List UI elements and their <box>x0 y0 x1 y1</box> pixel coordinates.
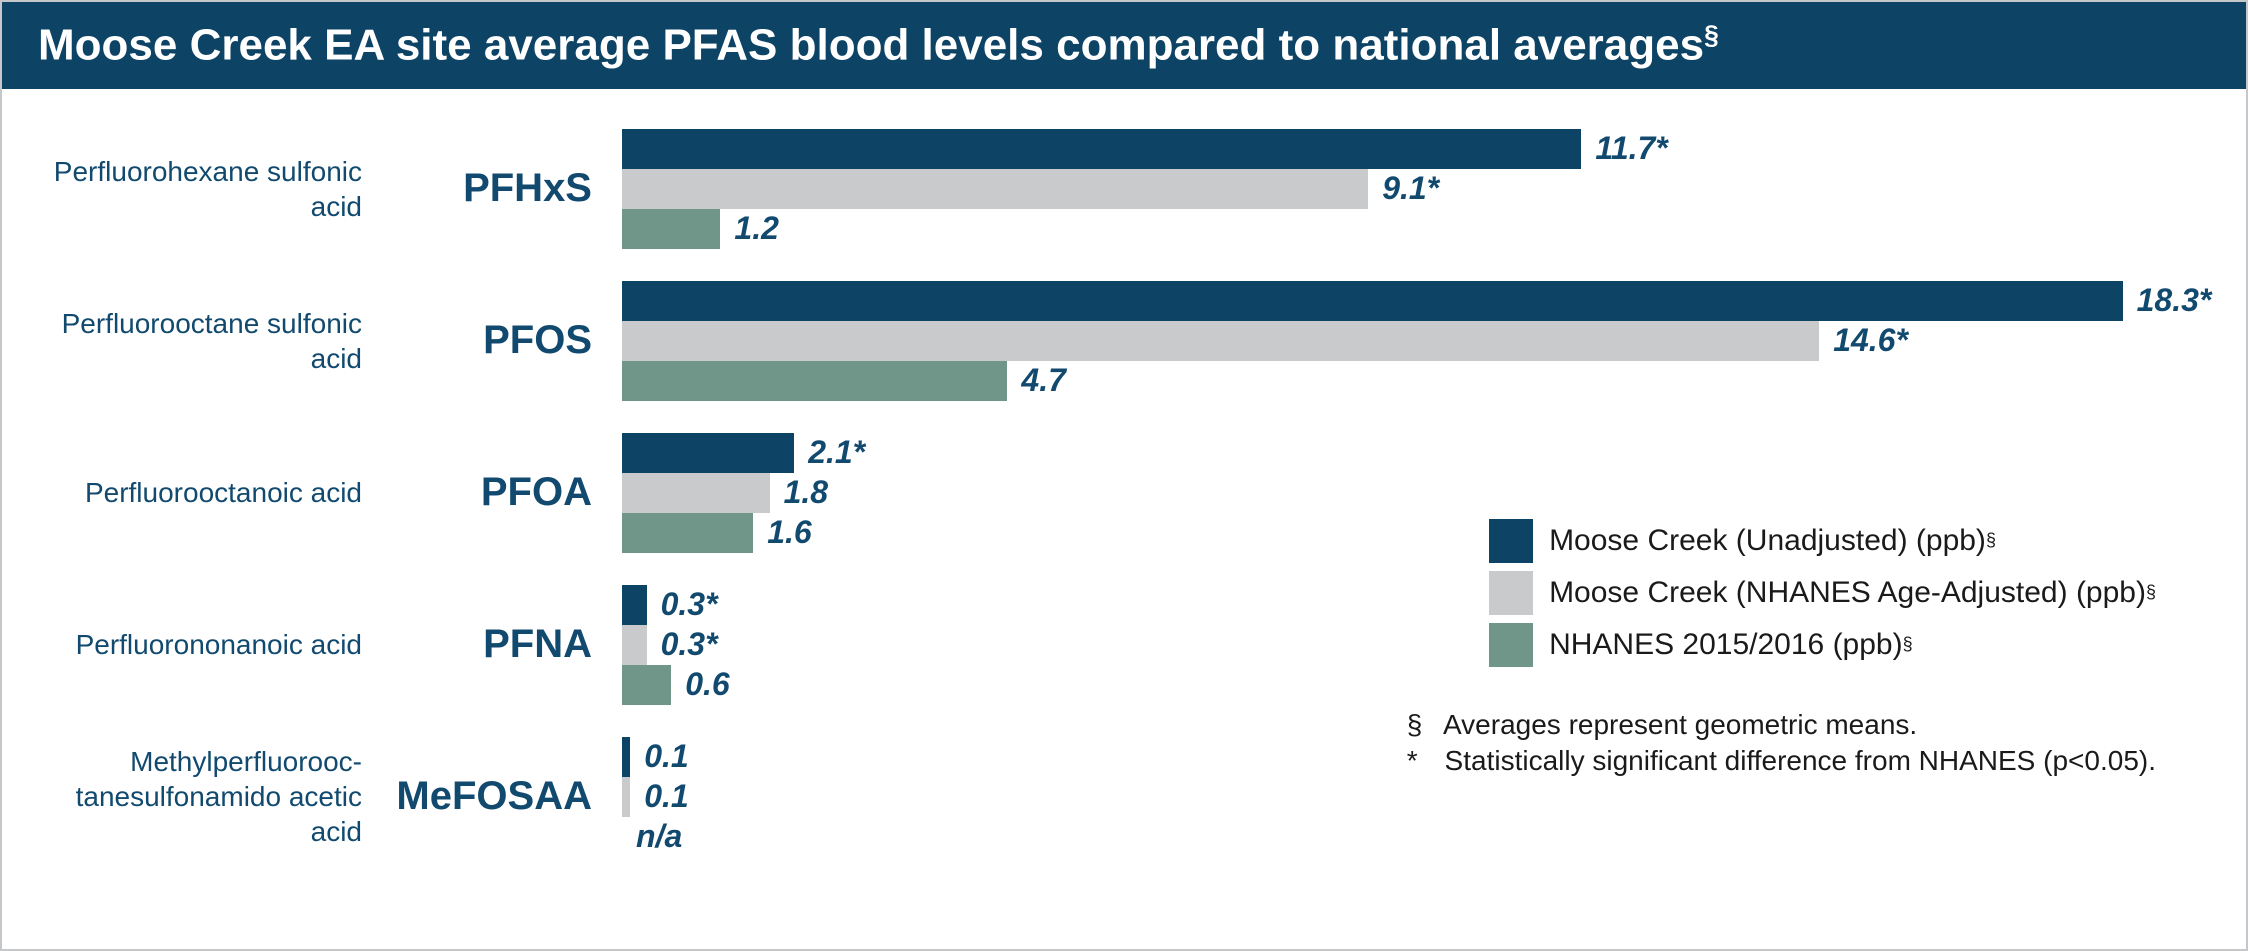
bar <box>622 513 753 553</box>
footnote: § Averages represent geometric means. <box>1407 709 2156 741</box>
category-long-name: Perfluorooctanoic acid <box>32 475 392 510</box>
footnote: * Statistically significant difference f… <box>1407 745 2156 777</box>
bar-value-label: n/a <box>636 818 682 855</box>
chart-title: Moose Creek EA site average PFAS blood l… <box>38 21 1704 70</box>
bar-value-label: 2.1* <box>808 434 865 471</box>
category-short-name: MeFOSAA <box>392 774 622 819</box>
bar-value-label: 0.6 <box>685 666 729 703</box>
bar <box>622 473 770 513</box>
bar-row: 2.1* <box>622 433 2216 473</box>
bar <box>622 433 794 473</box>
bar-value-label: 0.1 <box>644 778 688 815</box>
category-bars: 18.3* 14.6* 4.7 <box>622 281 2216 401</box>
legend-swatch <box>1489 519 1533 563</box>
legend-sup: § <box>2146 582 2156 603</box>
bar-row: 1.2 <box>622 209 2216 249</box>
bar <box>622 169 1368 209</box>
bar-value-label: 4.7 <box>1021 362 1065 399</box>
bar <box>622 321 1819 361</box>
category-labels: Perfluorononanoic acidPFNA <box>32 622 622 667</box>
category-labels: Perfluorohexane sulfonic acidPFHxS <box>32 154 622 224</box>
legend-item: Moose Creek (NHANES Age-Adjusted) (ppb)§ <box>1489 571 2156 615</box>
legend-label: NHANES 2015/2016 (ppb) <box>1549 628 1903 662</box>
bar <box>622 281 2123 321</box>
legend-item: NHANES 2015/2016 (ppb)§ <box>1489 623 2156 667</box>
bar-row: 4.7 <box>622 361 2216 401</box>
category-long-name: Methylperfluorooc-tanesulfonamido acetic… <box>32 744 392 849</box>
legend-sup: § <box>1903 634 1913 655</box>
category-long-name: Perfluorononanoic acid <box>32 627 392 662</box>
bar-value-label: 0.3* <box>661 626 718 663</box>
legend-swatch <box>1489 571 1533 615</box>
category-long-name: Perfluorohexane sulfonic acid <box>32 154 392 224</box>
category-short-name: PFOS <box>392 318 622 363</box>
chart-container: Moose Creek EA site average PFAS blood l… <box>0 0 2248 951</box>
category-row: Perfluorooctane sulfonic acidPFOS 18.3* 14… <box>32 281 2216 401</box>
category-short-name: PFHxS <box>392 166 622 211</box>
bar-row: 18.3* <box>622 281 2216 321</box>
footnote-symbol: § <box>1407 709 1437 741</box>
bar-value-label: 1.2 <box>734 210 778 247</box>
bar <box>622 737 630 777</box>
bar <box>622 129 1581 169</box>
bar-row: 14.6* <box>622 321 2216 361</box>
category-bars: 11.7* 9.1* 1.2 <box>622 129 2216 249</box>
bar-row: 0.1 <box>622 777 2216 817</box>
legend-item: Moose Creek (Unadjusted) (ppb)§ <box>1489 519 2156 563</box>
bar <box>622 361 1007 401</box>
bar-value-label: 1.8 <box>784 474 828 511</box>
bar-row: 11.7* <box>622 129 2216 169</box>
bar <box>622 777 630 817</box>
legend: Moose Creek (Unadjusted) (ppb)§Moose Cre… <box>1489 519 2156 675</box>
bar-row: n/a <box>622 817 2216 857</box>
bar-value-label: 18.3* <box>2137 282 2212 319</box>
category-labels: Perfluorooctane sulfonic acidPFOS <box>32 306 622 376</box>
bar-value-label: 11.7* <box>1595 130 1667 167</box>
category-labels: Methylperfluorooc-tanesulfonamido acetic… <box>32 744 622 849</box>
bar <box>622 665 671 705</box>
legend-label: Moose Creek (Unadjusted) (ppb) <box>1549 524 1986 558</box>
chart-body: Perfluorohexane sulfonic acidPFHxS 11.7* 9… <box>2 89 2246 949</box>
category-long-name: Perfluorooctane sulfonic acid <box>32 306 392 376</box>
chart-title-bar: Moose Creek EA site average PFAS blood l… <box>2 2 2246 89</box>
footnote-symbol: * <box>1407 745 1437 777</box>
category-short-name: PFOA <box>392 470 622 515</box>
category-labels: Perfluorooctanoic acidPFOA <box>32 470 622 515</box>
bar-row: 9.1* <box>622 169 2216 209</box>
bar-value-label: 1.6 <box>767 514 811 551</box>
legend-swatch <box>1489 623 1533 667</box>
footnote-text: Statistically significant difference fro… <box>1437 745 2156 776</box>
footnotes: § Averages represent geometric means.* S… <box>1407 709 2156 781</box>
category-short-name: PFNA <box>392 622 622 667</box>
bar-value-label: 0.3* <box>661 586 718 623</box>
category-row: Perfluorohexane sulfonic acidPFHxS 11.7* 9… <box>32 129 2216 249</box>
bar-value-label: 14.6* <box>1833 322 1908 359</box>
bar <box>622 585 647 625</box>
bar-row: 1.8 <box>622 473 2216 513</box>
bar <box>622 209 720 249</box>
legend-sup: § <box>1986 530 1996 551</box>
bar-value-label: 9.1* <box>1382 170 1439 207</box>
bar-value-label: 0.1 <box>644 738 688 775</box>
legend-label: Moose Creek (NHANES Age-Adjusted) (ppb) <box>1549 576 2146 610</box>
footnote-text: Averages represent geometric means. <box>1437 709 1917 740</box>
chart-title-sup: § <box>1704 20 1719 50</box>
bar <box>622 625 647 665</box>
